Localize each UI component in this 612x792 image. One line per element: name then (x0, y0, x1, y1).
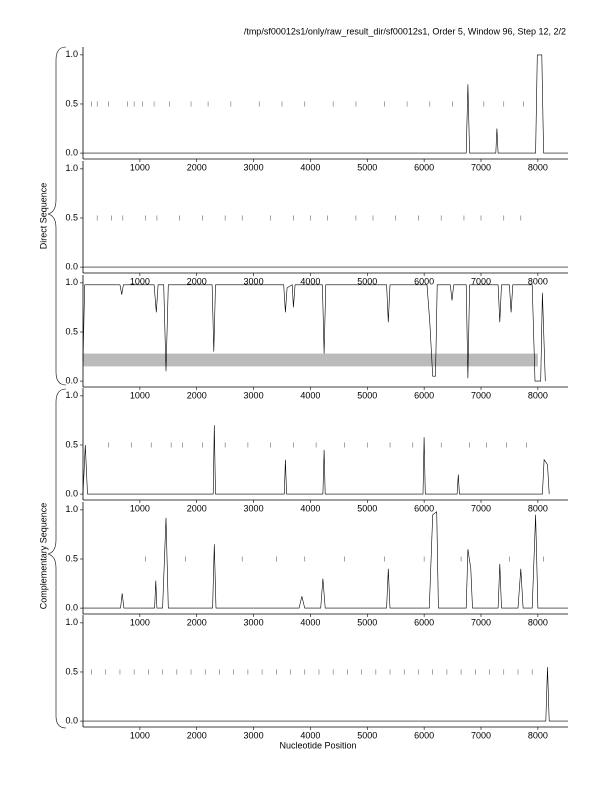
x-tick-label: 1000 (130, 390, 150, 400)
x-tick-label: 5000 (357, 390, 377, 400)
y-tick-label: 0.5 (65, 212, 78, 222)
x-tick-label: 2000 (187, 162, 207, 172)
brace (47, 46, 67, 386)
x-tick-label: 8000 (528, 390, 548, 400)
x-tick-label: 4000 (300, 390, 320, 400)
x-tick-label: 1000 (130, 162, 150, 172)
line (83, 511, 568, 609)
line (83, 54, 568, 154)
y-tick-label: 1.0 (65, 277, 78, 287)
x-tick-label: 4000 (300, 617, 320, 627)
y-tick-label: 1.0 (65, 390, 78, 400)
x-tick-label: 7000 (471, 503, 491, 513)
x-tick-label: 8000 (528, 503, 548, 513)
x-tick-label: 3000 (244, 276, 264, 286)
y-tick-label: 0.5 (65, 553, 78, 563)
y-tick-label: 0.0 (65, 375, 78, 385)
x-tick-label: 6000 (414, 730, 434, 740)
x-tick-label: 5000 (357, 503, 377, 513)
x-tick-label: 3000 (244, 617, 264, 627)
line (82, 284, 546, 382)
x-tick-label: 7000 (471, 390, 491, 400)
y-tick-label: 0.0 (65, 602, 78, 612)
brace (47, 388, 67, 729)
group-label: Direct Sequence (38, 183, 48, 250)
x-tick-label: 8000 (528, 730, 548, 740)
y-tick-label: 1.0 (65, 49, 78, 59)
y-tick-label: 0.0 (65, 261, 78, 271)
x-axis-label: Nucleotide Position (279, 740, 356, 750)
x-tick-label: 4000 (300, 162, 320, 172)
x-tick-label: 1000 (130, 276, 150, 286)
x-tick-label: 6000 (414, 503, 434, 513)
x-tick-label: 2000 (187, 276, 207, 286)
x-tick-label: 5000 (357, 617, 377, 627)
y-tick-label: 0.5 (65, 439, 78, 449)
x-tick-label: 3000 (244, 730, 264, 740)
x-tick-label: 6000 (414, 276, 434, 286)
x-tick-label: 8000 (528, 617, 548, 627)
x-tick-label: 8000 (528, 162, 548, 172)
y-tick-label: 0.5 (65, 326, 78, 336)
x-tick-label: 2000 (187, 503, 207, 513)
x-tick-label: 7000 (471, 730, 491, 740)
y-tick-label: 0.0 (65, 488, 78, 498)
y-tick-label: 1.0 (65, 504, 78, 514)
line (82, 425, 550, 495)
group-label: Complementary Sequence (38, 503, 48, 610)
y-tick-label: 0.0 (65, 147, 78, 157)
x-tick-label: 5000 (357, 730, 377, 740)
x-tick-label: 7000 (471, 617, 491, 627)
x-tick-label: 3000 (244, 162, 264, 172)
x-tick-label: 3000 (244, 503, 264, 513)
x-tick-label: 7000 (471, 162, 491, 172)
y-tick-label: 0.0 (65, 715, 78, 725)
x-tick-label: 5000 (357, 162, 377, 172)
y-tick-label: 1.0 (65, 163, 78, 173)
x-tick-label: 4000 (300, 730, 320, 740)
x-tick-label: 2000 (187, 617, 207, 627)
x-tick-label: 7000 (471, 276, 491, 286)
x-tick-label: 3000 (244, 390, 264, 400)
x-tick-label: 4000 (300, 276, 320, 286)
x-tick-label: 1000 (130, 503, 150, 513)
x-tick-label: 6000 (414, 390, 434, 400)
x-tick-label: 2000 (187, 730, 207, 740)
x-tick-label: 4000 (300, 503, 320, 513)
x-tick-label: 5000 (357, 276, 377, 286)
x-tick-label: 1000 (130, 617, 150, 627)
y-tick-label: 0.5 (65, 98, 78, 108)
x-tick-label: 6000 (414, 617, 434, 627)
y-tick-label: 0.5 (65, 666, 78, 676)
line (83, 667, 568, 722)
region (83, 353, 538, 367)
x-tick-label: 2000 (187, 390, 207, 400)
x-tick-label: 1000 (130, 730, 150, 740)
page-title: /tmp/sf00012s1/only/raw_result_dir/sf000… (244, 26, 566, 36)
y-tick-label: 1.0 (65, 617, 78, 627)
x-tick-label: 8000 (528, 276, 548, 286)
x-tick-label: 6000 (414, 162, 434, 172)
